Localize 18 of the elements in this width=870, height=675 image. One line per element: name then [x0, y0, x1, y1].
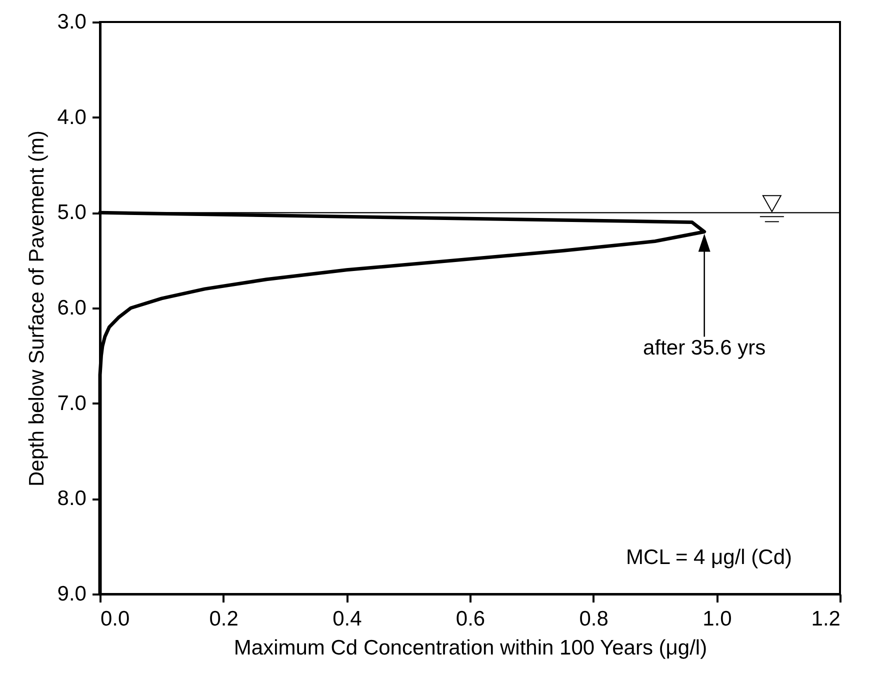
y-tick-label: 5.0 [57, 201, 86, 224]
y-tick-label: 6.0 [57, 296, 86, 320]
y-tick-label: 8.0 [57, 487, 86, 510]
y-tick-label: 3.0 [57, 10, 86, 34]
y-axis-title: Depth below Surface of Pavement (m) [25, 130, 48, 486]
annotation: MCL = 4 μg/l (Cd) [626, 546, 792, 569]
y-tick-label: 7.0 [57, 392, 86, 415]
x-tick-label: 0.6 [456, 608, 486, 630]
x-tick-label: 1.0 [702, 608, 732, 630]
x-tick-label: 0.0 [100, 608, 130, 630]
x-tick-label: 1.2 [811, 608, 840, 630]
y-tick-label: 9.0 [57, 582, 86, 606]
x-tick-label: 0.2 [209, 608, 238, 630]
x-tick-label: 0.4 [332, 608, 362, 630]
x-tick-label: 0.8 [579, 608, 608, 630]
x-axis-title: Maximum Cd Concentration within 100 Years (μg/l) [234, 636, 708, 660]
annotation: after 35.6 yrs [643, 336, 766, 360]
y-tick-label: 4.0 [57, 106, 86, 129]
